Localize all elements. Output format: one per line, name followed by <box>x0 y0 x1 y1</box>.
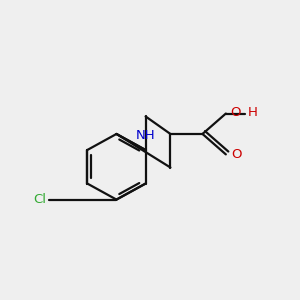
Text: O: O <box>231 148 242 161</box>
Text: NH: NH <box>136 129 155 142</box>
Text: Cl: Cl <box>33 193 46 206</box>
Text: H: H <box>248 106 258 119</box>
Text: O: O <box>230 106 241 118</box>
